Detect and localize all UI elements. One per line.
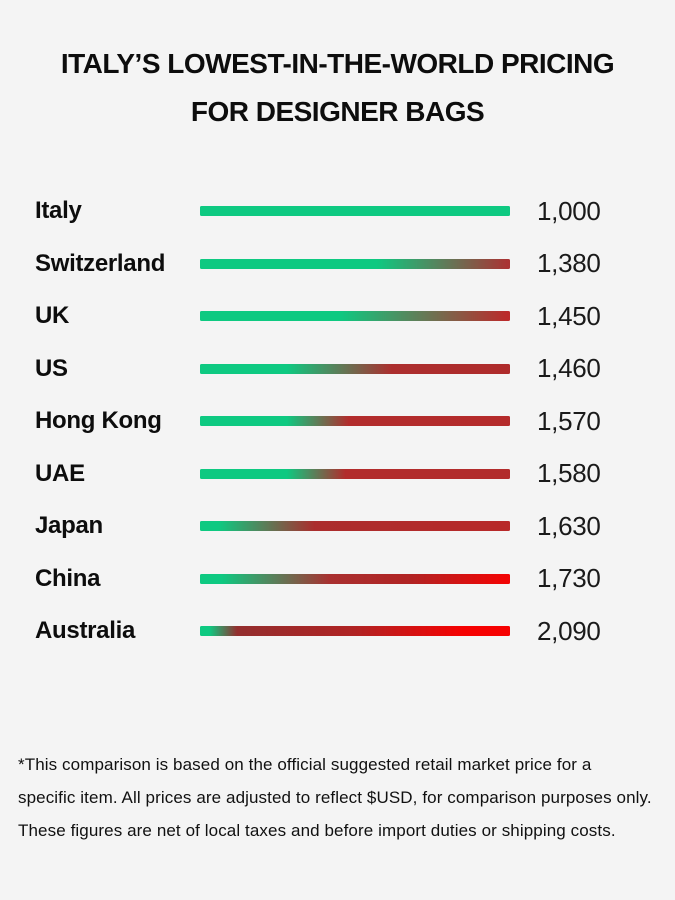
country-label: UK — [35, 302, 70, 330]
country-label: Switzerland — [35, 249, 166, 277]
chart-title-line1: ITALY’S LOWEST-IN-THE-WORLD PRICING — [60, 48, 615, 79]
price-bar — [200, 363, 510, 374]
country-label: China — [35, 564, 101, 592]
bar-rows: Italy 1,000 Switzerland 1,380 UK 1,450 U… — [0, 185, 675, 658]
bar-row: Italy 1,000 — [0, 185, 675, 238]
bar-row: Australia 2,090 — [0, 605, 675, 658]
price-value: 1,630 — [537, 510, 601, 541]
price-bar — [200, 573, 510, 584]
price-bar — [200, 311, 510, 322]
bar-row: UK 1,450 — [0, 290, 675, 343]
country-label: Italy — [35, 197, 82, 225]
bar-row: Japan 1,630 — [0, 500, 675, 553]
country-label: UAE — [35, 459, 85, 487]
bar-row: Switzerland 1,380 — [0, 238, 675, 291]
price-value: 2,090 — [537, 615, 601, 646]
bar-row: US 1,460 — [0, 343, 675, 396]
price-value: 1,460 — [537, 353, 601, 384]
bar-row: China 1,730 — [0, 553, 675, 606]
price-value: 1,580 — [537, 458, 601, 489]
price-value: 1,000 — [537, 195, 601, 226]
price-value: 1,730 — [537, 563, 601, 594]
price-value: 1,380 — [537, 248, 601, 279]
country-label: Japan — [35, 512, 103, 540]
chart-title: ITALY’S LOWEST-IN-THE-WORLD PRICING FOR … — [0, 40, 675, 136]
chart-title-line2: FOR DESIGNER BAGS — [190, 96, 485, 127]
bar-row: Hong Kong 1,570 — [0, 395, 675, 448]
price-bar — [200, 521, 510, 532]
price-bar — [200, 258, 510, 269]
country-label: Australia — [35, 617, 136, 645]
price-value: 1,570 — [537, 405, 601, 436]
price-value: 1,450 — [537, 300, 601, 331]
footnote: *This comparison is based on the officia… — [18, 755, 652, 840]
bar-row: UAE 1,580 — [0, 448, 675, 501]
country-label: Hong Kong — [35, 407, 162, 435]
price-bar — [200, 626, 510, 637]
country-label: US — [35, 354, 68, 382]
price-bar — [200, 206, 510, 217]
price-bar — [200, 416, 510, 427]
price-bar — [200, 468, 510, 479]
